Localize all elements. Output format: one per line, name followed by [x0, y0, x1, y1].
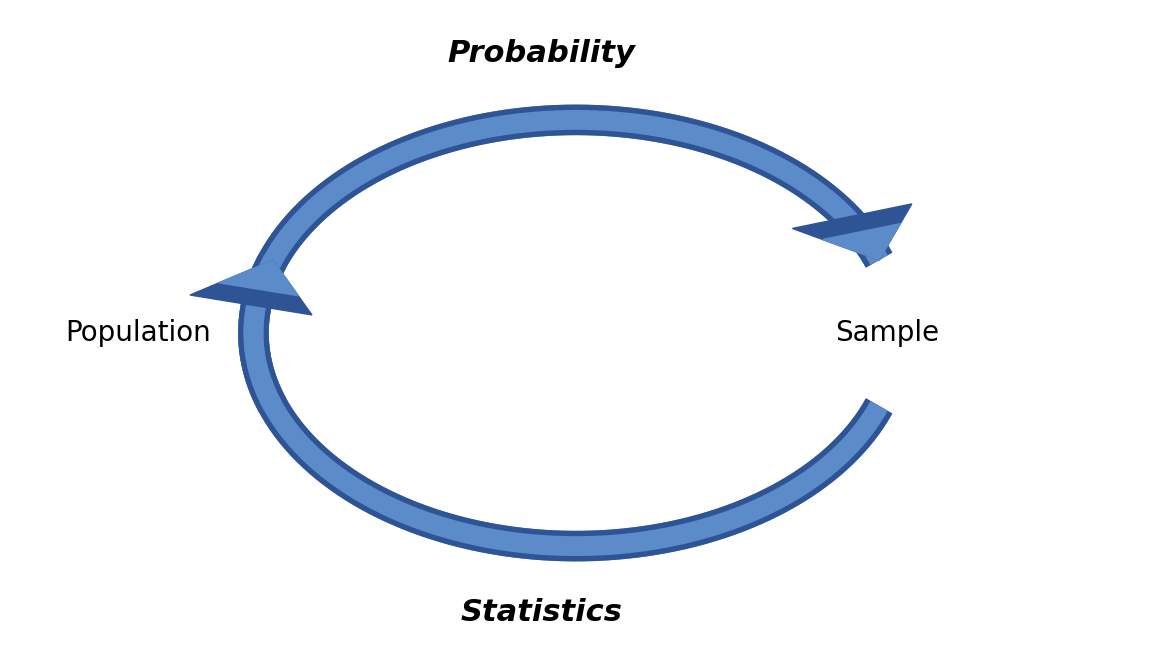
Text: Sample: Sample — [835, 319, 939, 347]
Text: Statistics: Statistics — [461, 598, 622, 627]
Polygon shape — [219, 260, 298, 296]
Text: Probability: Probability — [447, 39, 636, 68]
Polygon shape — [190, 260, 312, 315]
Polygon shape — [823, 224, 901, 260]
Text: Population: Population — [66, 319, 211, 347]
Polygon shape — [793, 204, 911, 260]
